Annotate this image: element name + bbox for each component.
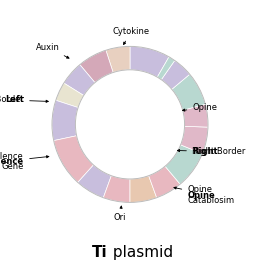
Text: Auxin: Auxin bbox=[36, 43, 69, 58]
Text: Ti: Ti bbox=[92, 245, 108, 260]
Text: Opine: Opine bbox=[187, 191, 215, 200]
Text: Virulence: Virulence bbox=[0, 157, 24, 166]
Text: Left: Left bbox=[5, 95, 24, 104]
Text: Cytokine: Cytokine bbox=[113, 27, 150, 45]
Text: Opine: Opine bbox=[183, 103, 217, 112]
Wedge shape bbox=[78, 165, 111, 198]
Wedge shape bbox=[54, 136, 93, 182]
Wedge shape bbox=[106, 46, 130, 73]
Text: Virulence
Gene: Virulence Gene bbox=[0, 152, 49, 171]
Wedge shape bbox=[52, 100, 78, 141]
Wedge shape bbox=[56, 83, 84, 108]
Text: Opine
Catablosim: Opine Catablosim bbox=[174, 185, 234, 205]
Wedge shape bbox=[161, 60, 190, 89]
Wedge shape bbox=[80, 50, 113, 83]
Text: Right Border: Right Border bbox=[177, 147, 245, 156]
Wedge shape bbox=[157, 57, 175, 80]
Text: plasmid: plasmid bbox=[108, 245, 173, 260]
Wedge shape bbox=[181, 126, 208, 154]
Text: Ori: Ori bbox=[114, 206, 126, 222]
Wedge shape bbox=[149, 166, 180, 198]
Wedge shape bbox=[103, 176, 130, 202]
Wedge shape bbox=[172, 74, 205, 110]
Wedge shape bbox=[64, 65, 95, 95]
Wedge shape bbox=[165, 145, 202, 184]
Wedge shape bbox=[130, 46, 169, 77]
Wedge shape bbox=[183, 104, 208, 127]
Text: Right: Right bbox=[192, 147, 218, 156]
Text: Left Border: Left Border bbox=[0, 95, 48, 104]
Wedge shape bbox=[130, 176, 157, 202]
